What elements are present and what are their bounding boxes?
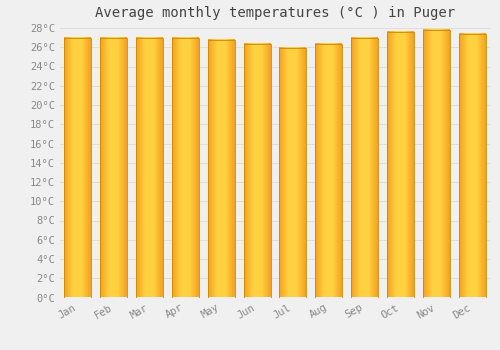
Bar <box>423 30 450 298</box>
Bar <box>458 34 485 298</box>
Bar <box>244 44 270 298</box>
Bar <box>64 38 92 298</box>
Title: Average monthly temperatures (°C ) in Puger: Average monthly temperatures (°C ) in Pu… <box>95 6 455 20</box>
Bar <box>172 38 199 298</box>
Bar <box>136 38 163 298</box>
Bar <box>280 48 306 298</box>
Bar <box>387 32 414 298</box>
Bar <box>100 38 127 298</box>
Bar <box>316 44 342 298</box>
Bar <box>208 40 234 298</box>
Bar <box>351 38 378 298</box>
